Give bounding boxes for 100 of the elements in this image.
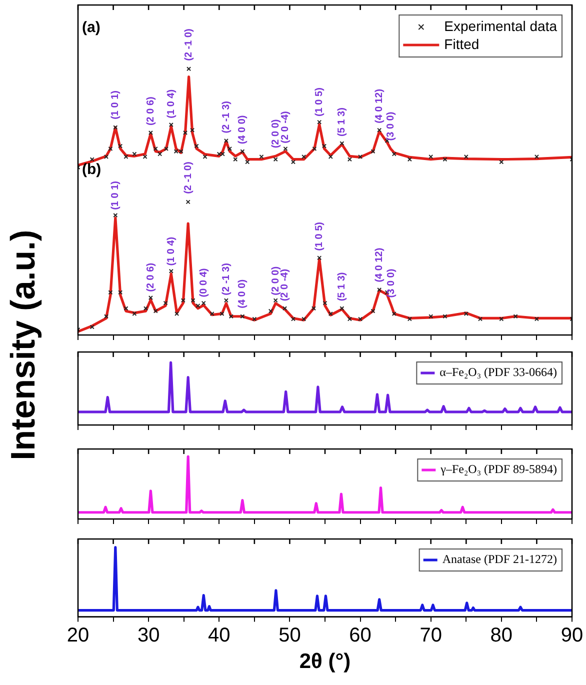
point: [259, 154, 264, 159]
point: [534, 316, 539, 322]
annotation: (1 0 1): [110, 180, 122, 210]
point: [464, 154, 468, 159]
annotation: (5 1 3): [336, 272, 348, 302]
annotation: (1 0 5): [314, 88, 326, 116]
annotation: (3 0 0): [386, 268, 398, 298]
point: [148, 130, 153, 136]
point: [499, 160, 504, 164]
point: [290, 160, 296, 164]
point: [220, 152, 225, 156]
point: [153, 308, 158, 314]
point: [186, 200, 190, 204]
point: [407, 316, 412, 322]
legend-label: Experimental data: [444, 18, 558, 34]
point: [190, 128, 195, 132]
point: [210, 311, 214, 316]
annotation: (5 1 3): [336, 108, 348, 136]
point: [240, 314, 245, 319]
annotation: (4 0 0): [237, 279, 248, 308]
point: [174, 149, 178, 154]
point: [328, 154, 333, 159]
annotation: (3 0 0): [385, 112, 396, 141]
x-tick-label: 80: [490, 624, 513, 646]
y-axis-title: Intensity (a.u.): [4, 230, 44, 460]
point: [224, 298, 228, 303]
annotation: (2 0 0): [270, 119, 282, 148]
point: [202, 154, 208, 159]
point: [283, 146, 288, 151]
point: [124, 306, 128, 311]
point: [194, 144, 199, 148]
point: [317, 120, 322, 124]
annotation: (4 0 0): [237, 115, 248, 144]
point: [180, 298, 186, 303]
point: [148, 295, 153, 300]
point: [252, 316, 257, 322]
point: [164, 146, 168, 151]
point: [132, 152, 137, 156]
point: [370, 149, 376, 154]
point: [178, 149, 184, 154]
point: [268, 308, 273, 314]
point: [174, 311, 180, 316]
point: [340, 306, 344, 311]
point: [163, 300, 168, 306]
annotation: (2 -1 3): [220, 101, 232, 134]
annotation: (2 -1 3): [220, 263, 232, 296]
text: (a): [82, 19, 100, 36]
point: [132, 311, 137, 316]
point: [464, 311, 468, 316]
annotation: (1 0 1): [110, 90, 122, 120]
annotation: (2 0 6): [145, 96, 156, 126]
annotation: (2 0 6): [145, 262, 156, 292]
point: [233, 157, 238, 162]
point: [227, 146, 232, 151]
point: [282, 306, 288, 311]
point: [370, 308, 376, 314]
annotation: (b): [82, 161, 102, 178]
point: [302, 316, 306, 322]
point: [347, 157, 352, 162]
point: [240, 149, 245, 154]
point: [245, 160, 250, 164]
point: [118, 290, 123, 295]
point: [183, 130, 188, 136]
annotation: (1 0 4): [166, 89, 177, 118]
point: [273, 157, 278, 162]
annotation: (0 0 4): [198, 268, 210, 298]
point: [478, 316, 483, 322]
point: [377, 128, 382, 132]
point: [196, 303, 200, 308]
point: [322, 144, 327, 148]
point: [216, 152, 222, 156]
annotation: (2 0 -4): [280, 111, 292, 144]
point: [312, 146, 317, 151]
point: [90, 324, 94, 330]
point: [358, 154, 363, 159]
point: [104, 314, 108, 319]
x-tick-label: 70: [420, 624, 442, 646]
annotation: (2 0 0): [270, 266, 282, 296]
point: [340, 141, 344, 146]
point: [108, 290, 113, 295]
point: [143, 306, 148, 311]
point: [392, 311, 396, 316]
point: [407, 157, 412, 162]
point: [168, 122, 174, 128]
x-tick-label: 90: [560, 624, 584, 646]
point: [499, 316, 504, 322]
point: [153, 146, 158, 151]
annotation: (2 0 -4): [280, 268, 291, 302]
point: [302, 154, 306, 159]
point: [273, 298, 278, 303]
point: [168, 268, 174, 274]
point: [377, 287, 382, 292]
point: [428, 314, 434, 319]
x-tick-label: 40: [208, 624, 230, 646]
point: [142, 154, 148, 159]
point: [104, 154, 108, 159]
annotation: (1 0 5): [314, 222, 326, 251]
point: [118, 144, 123, 148]
point: [428, 154, 434, 159]
x-tick-label: 60: [349, 624, 372, 646]
